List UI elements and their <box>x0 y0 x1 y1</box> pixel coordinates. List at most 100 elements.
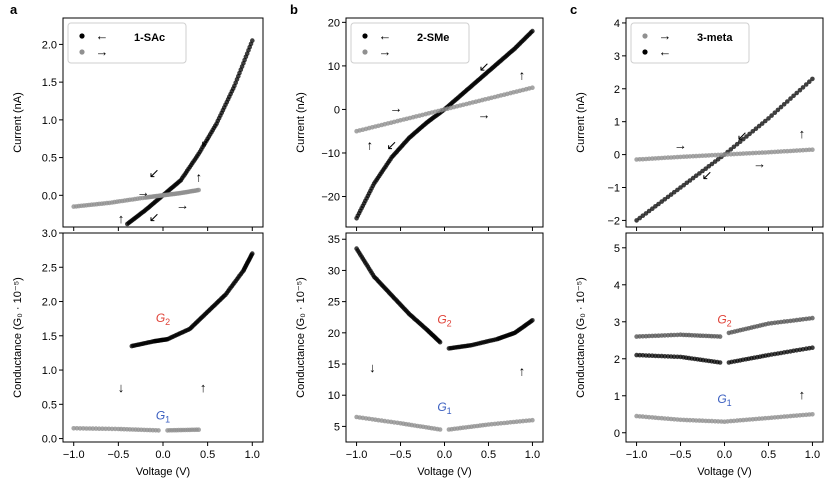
direction-arrow: ↑ <box>195 169 202 184</box>
label-letter: G <box>437 312 446 326</box>
data-point <box>803 82 809 87</box>
data-point <box>788 96 793 101</box>
data-point <box>759 121 765 126</box>
x-tick-label: 1.0 <box>805 449 820 461</box>
label-subscript: 1 <box>447 406 452 416</box>
direction-arrow: ↓ <box>118 380 125 395</box>
y-tick-label: 0.5 <box>42 153 57 165</box>
data-point <box>643 211 649 216</box>
y-tick-label: 5 <box>614 243 620 255</box>
direction-arrow: ↙ <box>149 166 160 181</box>
y-tick-label: 2.0 <box>42 297 57 309</box>
y-tick-label: 2.5 <box>42 262 57 274</box>
data-point <box>778 104 784 110</box>
data-point <box>687 178 693 183</box>
y-tick-label: 0 <box>614 150 620 162</box>
series-1 <box>354 85 535 134</box>
x-axis-label: Voltage (V) <box>136 466 190 478</box>
y-tick-label: 30 <box>328 265 340 277</box>
data-point <box>775 107 781 113</box>
data-point <box>737 139 743 144</box>
data-point <box>74 426 80 431</box>
y-axis-label: Current (nA) <box>12 92 24 153</box>
axes-c-bottom: 0 1 2 3 4 5 −1.0 −0.5 0.0 0.5 1.0 Conductance (G₀ ·… <box>575 232 824 461</box>
direction-arrow: → <box>390 100 403 115</box>
data-point <box>96 426 102 432</box>
data-point <box>709 152 715 158</box>
y-tick-label: 0 <box>614 428 620 440</box>
data-point <box>646 353 652 358</box>
data-point <box>687 417 693 423</box>
conductance-label-g2: G2 <box>156 311 170 327</box>
data-point <box>810 315 815 321</box>
panel-letter-c: c <box>570 2 577 17</box>
data-point <box>437 427 443 432</box>
x-axis-label: Voltage (V) <box>697 466 751 478</box>
data-point <box>709 161 715 167</box>
direction-arrow: ↑ <box>799 126 806 141</box>
legend-marker <box>79 49 85 55</box>
legend-arrow: ← <box>96 28 109 43</box>
data-point <box>662 333 668 338</box>
label-letter: G <box>717 313 726 327</box>
label-letter: G <box>717 392 726 406</box>
direction-arrow: ↙ <box>701 167 712 182</box>
conductance-label-g1: G1 <box>717 392 731 408</box>
series-2 <box>634 315 815 339</box>
legend-title: 3-meta <box>697 32 733 44</box>
x-tick-label: −1.0 <box>626 449 648 461</box>
legend-arrow: → <box>379 44 392 59</box>
data-point <box>437 339 443 345</box>
data-point <box>640 213 646 218</box>
x-tick-label: 1.0 <box>525 449 540 461</box>
series-1 <box>354 414 535 432</box>
legend-arrow: → <box>659 28 672 43</box>
data-point <box>646 333 652 339</box>
direction-arrow: ↙ <box>479 59 490 74</box>
data-point <box>728 147 734 152</box>
x-tick-label: −0.5 <box>670 449 692 461</box>
data-point <box>769 113 774 118</box>
x-tick-label: 1.0 <box>245 449 260 461</box>
label-subscript: 1 <box>165 414 170 424</box>
data-point <box>77 426 83 431</box>
x-tick-label: −0.5 <box>107 449 129 461</box>
data-point <box>693 173 699 178</box>
direction-arrow: ↙ <box>737 128 748 143</box>
series-1 <box>71 426 201 433</box>
legend-marker <box>362 33 368 39</box>
legend-box <box>350 22 470 64</box>
data-point <box>112 426 118 432</box>
y-tick-label: 35 <box>328 234 340 246</box>
data-point <box>715 419 721 424</box>
data-point <box>717 334 723 339</box>
data-point <box>656 353 661 359</box>
data-point <box>810 147 815 152</box>
x-tick-label: 0.0 <box>155 449 170 461</box>
legend-marker <box>642 49 648 55</box>
label-letter: G <box>437 400 446 414</box>
label-subscript: 2 <box>727 319 732 329</box>
data-point <box>700 153 705 158</box>
direction-arrow: ↑ <box>799 387 806 402</box>
y-tick-label: 4 <box>614 280 620 292</box>
data-point <box>84 426 89 431</box>
y-tick-label: 4 <box>614 18 620 30</box>
data-point <box>703 166 708 171</box>
y-tick-label: 0.0 <box>42 434 57 446</box>
y-tick-label: 1 <box>614 117 620 129</box>
data-point <box>791 93 796 99</box>
data-point <box>810 76 815 82</box>
label-subscript: 1 <box>727 398 732 408</box>
y-tick-label: 1.0 <box>42 115 57 127</box>
y-tick-label: 0.0 <box>42 190 57 202</box>
data-point <box>71 426 76 431</box>
y-tick-label: 0 <box>334 104 340 116</box>
data-point <box>656 201 661 207</box>
direction-arrow: ↓ <box>369 360 376 375</box>
y-tick-label: 0.5 <box>42 399 57 411</box>
data-point <box>725 152 730 157</box>
y-axis-label: Current (nA) <box>575 92 587 153</box>
data-point <box>715 157 721 162</box>
